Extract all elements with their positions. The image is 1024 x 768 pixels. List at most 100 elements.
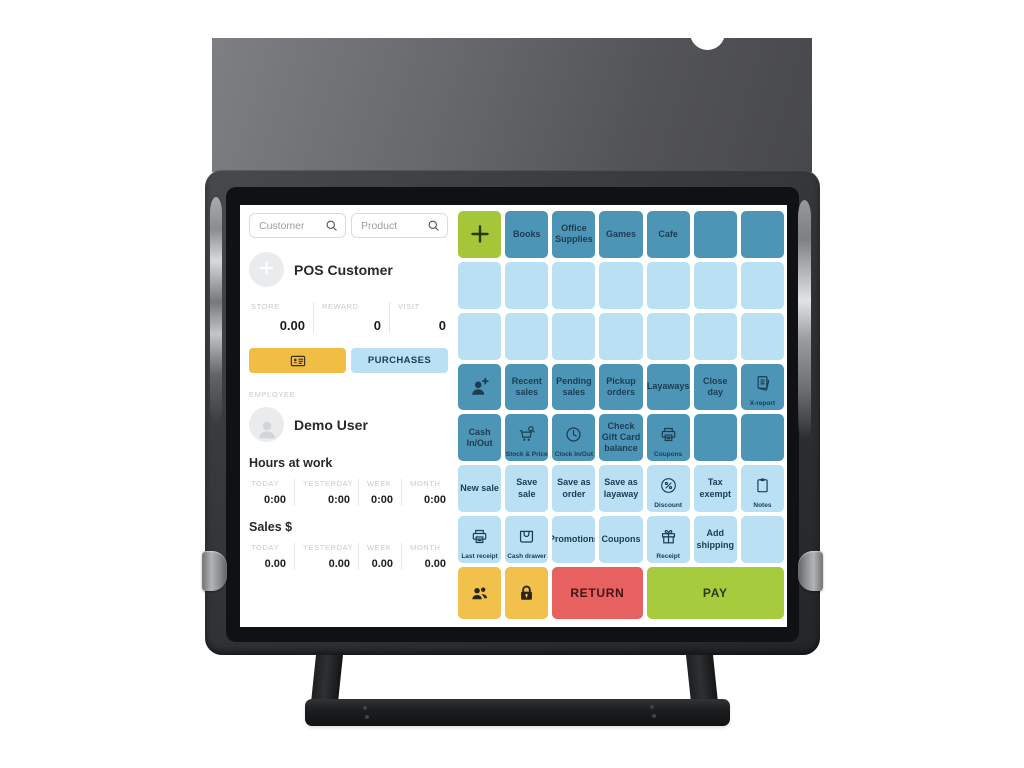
blank-button[interactable] — [693, 211, 737, 258]
stand-base — [305, 699, 730, 726]
stat-month: MONTH 0:00 — [401, 479, 448, 506]
search-icon — [426, 218, 441, 233]
sales-stats: TODAY 0.00 YESTERDAY 0.00 WEEK 0.00 MO — [249, 543, 448, 570]
blank-button[interactable] — [740, 211, 784, 258]
blank-button[interactable] — [740, 312, 784, 360]
coupons-print-button[interactable]: Coupons — [646, 414, 690, 462]
check-gift-card-balance-button[interactable]: Check Gift Card balance — [599, 414, 643, 462]
button-label: Coupons — [601, 533, 641, 544]
blank-button[interactable] — [646, 261, 690, 309]
blank-button[interactable] — [740, 414, 784, 462]
stat-value: 0.00 — [328, 558, 350, 570]
button-label: New sale — [460, 483, 499, 494]
blank-button[interactable] — [505, 261, 549, 309]
stat-value: 0:00 — [370, 494, 393, 506]
last-receipt-button[interactable]: Last receipt — [458, 516, 502, 563]
button-label: PAY — [702, 585, 728, 600]
cash-drawer-button[interactable]: Cash drawer — [505, 516, 549, 563]
add-shipping-button[interactable]: Add shipping — [693, 516, 737, 563]
blank-button[interactable] — [646, 312, 690, 360]
new-sale-button[interactable]: New sale — [458, 465, 502, 513]
discount-button[interactable]: Discount — [646, 465, 690, 513]
books-button[interactable]: Books — [505, 211, 549, 258]
promotions-button[interactable]: Promotions — [552, 516, 596, 563]
person-plus-icon — [468, 375, 492, 399]
stat-value: 0.00 — [264, 558, 286, 570]
button-caption: Stock & Price — [505, 451, 548, 459]
customers-icon — [469, 583, 490, 604]
tax-exempt-button[interactable]: Tax exempt — [693, 465, 737, 513]
blank-button[interactable] — [458, 312, 502, 360]
stat-store: STORE 0.00 — [249, 302, 313, 333]
stat-value: 0:00 — [327, 494, 350, 506]
save-as-order-button[interactable]: Save as order — [552, 465, 596, 513]
stat-today: TODAY 0.00 — [249, 543, 294, 570]
recent-sales-button[interactable]: Recent sales — [505, 363, 549, 411]
blank-button[interactable] — [458, 261, 502, 309]
save-sale-button[interactable]: Save sale — [505, 465, 549, 513]
blank-button[interactable] — [740, 261, 784, 309]
button-label: Cash In/Out — [466, 426, 493, 448]
customer-search-input[interactable] — [250, 214, 345, 237]
lock-button[interactable] — [505, 567, 549, 619]
add-item-button[interactable] — [458, 211, 502, 258]
employee-row[interactable]: Demo User — [249, 407, 448, 442]
pending-sales-button[interactable]: Pending sales — [552, 363, 596, 411]
gift-icon — [659, 527, 678, 546]
add-customer-button[interactable] — [458, 363, 502, 411]
button-label: Save as layaway — [603, 477, 639, 499]
stat-label: MONTH — [410, 543, 441, 552]
purchases-button[interactable]: PURCHASES — [351, 348, 448, 373]
printer-icon — [470, 527, 489, 546]
coupons-button[interactable]: Coupons — [599, 516, 643, 563]
stat-value: 0.00 — [424, 558, 446, 570]
stat-label: WEEK — [367, 543, 392, 552]
hours-at-work-title: Hours at work — [249, 456, 333, 470]
pos-button-grid: Books Office Supplies Games Cafe Recent sale… — [455, 205, 787, 627]
pickup-orders-button[interactable]: Pickup orders — [599, 363, 643, 411]
close-day-button[interactable]: Close day — [693, 363, 737, 411]
button-caption: Cash drawer — [507, 553, 547, 560]
blank-button[interactable] — [693, 261, 737, 309]
blank-button[interactable] — [693, 312, 737, 360]
screw-hole — [652, 714, 656, 718]
stat-label: YESTERDAY — [303, 479, 354, 488]
pos-customer-row[interactable]: + POS Customer — [249, 252, 448, 287]
blank-button[interactable] — [599, 261, 643, 309]
button-caption: Notes — [753, 502, 772, 510]
save-as-layaway-button[interactable]: Save as layaway — [599, 465, 643, 513]
blank-button[interactable] — [599, 312, 643, 360]
customer-name: POS Customer — [294, 261, 393, 278]
cash-in-out-button[interactable]: Cash In/Out — [458, 414, 502, 462]
button-label: Recent sales — [511, 375, 542, 397]
product-search-input[interactable] — [352, 214, 447, 237]
blank-button[interactable] — [552, 312, 596, 360]
x-report-button[interactable]: X-report — [740, 363, 784, 411]
receipt-button[interactable]: Receipt — [646, 516, 690, 563]
clock-icon — [564, 425, 583, 444]
stat-label: WEEK — [367, 479, 392, 488]
blank-button[interactable] — [693, 414, 737, 462]
stat-value: 0.00 — [279, 318, 305, 333]
product-search[interactable] — [351, 213, 448, 238]
customer-search[interactable] — [249, 213, 346, 238]
clock-in-out-button[interactable]: Clock In/Out — [552, 414, 596, 462]
notes-button[interactable]: Notes — [740, 465, 784, 513]
customers-button[interactable] — [458, 567, 502, 619]
stock-and-price-button[interactable]: Stock & Price — [505, 414, 549, 462]
return-button[interactable]: RETURN — [552, 567, 643, 619]
layaways-button[interactable]: Layaways — [646, 363, 690, 411]
button-label: Close day — [703, 375, 728, 397]
blank-button[interactable] — [552, 261, 596, 309]
office-supplies-button[interactable]: Office Supplies — [552, 211, 596, 258]
button-caption: Coupons — [654, 451, 683, 459]
privacy-filter-notch — [690, 15, 725, 50]
cafe-button[interactable]: Cafe — [646, 211, 690, 258]
blank-button[interactable] — [740, 516, 784, 563]
games-button[interactable]: Games — [599, 211, 643, 258]
blank-button[interactable] — [505, 312, 549, 360]
customer-card-button[interactable] — [249, 348, 346, 373]
pay-button[interactable]: PAY — [646, 567, 784, 619]
button-label: Office Supplies — [555, 223, 593, 245]
search-row — [249, 213, 448, 238]
